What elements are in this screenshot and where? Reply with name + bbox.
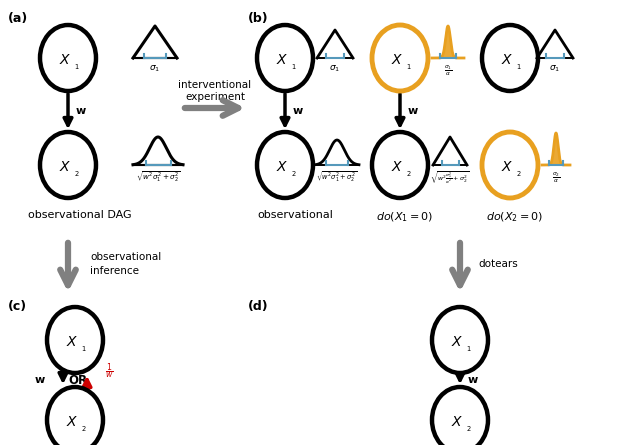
Text: $X$: $X$ [391,53,403,67]
Ellipse shape [482,25,538,91]
Text: $_2$: $_2$ [74,169,80,179]
Text: w: w [76,106,86,117]
Ellipse shape [47,387,103,445]
Text: (c): (c) [8,300,27,313]
Ellipse shape [372,132,428,198]
Text: $X$: $X$ [501,160,513,174]
Polygon shape [432,26,464,58]
Text: $\frac{\sigma_1}{\alpha}$: $\frac{\sigma_1}{\alpha}$ [444,63,452,78]
Text: $X$: $X$ [276,53,288,67]
Text: observational DAG: observational DAG [28,210,132,220]
Ellipse shape [432,307,488,373]
Text: (d): (d) [248,300,269,313]
Text: $\sigma_1$: $\sigma_1$ [330,63,340,73]
Text: $_1$: $_1$ [74,62,80,72]
Text: $_2$: $_2$ [516,169,522,179]
Text: $do(X_1=0)$: $do(X_1=0)$ [376,210,434,223]
Text: $\sigma_1$: $\sigma_1$ [149,63,161,73]
Ellipse shape [432,387,488,445]
Text: $X$: $X$ [59,53,71,67]
Text: $_1$: $_1$ [291,62,297,72]
Text: inference: inference [90,266,139,276]
Text: $_1$: $_1$ [466,344,472,354]
Text: experiment: experiment [185,92,245,102]
Text: $X$: $X$ [59,160,71,174]
Text: $_1$: $_1$ [406,62,412,72]
Ellipse shape [372,25,428,91]
Text: dotears: dotears [478,259,518,269]
Text: $X$: $X$ [451,335,463,349]
Text: w: w [293,106,303,117]
Text: (a): (a) [8,12,28,25]
Text: $\frac{1}{w}$: $\frac{1}{w}$ [105,362,113,382]
Ellipse shape [257,132,313,198]
Ellipse shape [47,307,103,373]
Text: observational: observational [257,210,333,220]
Text: OR: OR [68,373,88,387]
Text: interventional: interventional [179,80,252,90]
Text: $X$: $X$ [66,335,78,349]
Text: $do(X_2=0)$: $do(X_2=0)$ [486,210,543,223]
Ellipse shape [257,25,313,91]
Text: w: w [35,375,45,385]
Ellipse shape [40,25,96,91]
Text: $_1$: $_1$ [81,344,87,354]
Text: w: w [468,375,478,385]
Text: $_2$: $_2$ [406,169,412,179]
Text: $_2$: $_2$ [466,424,472,434]
Text: $X$: $X$ [501,53,513,67]
Text: $_1$: $_1$ [516,62,522,72]
Text: $_2$: $_2$ [291,169,297,179]
Text: observational: observational [90,252,161,262]
Text: w: w [408,106,419,117]
Text: (b): (b) [248,12,269,25]
Text: $X$: $X$ [66,415,78,429]
Text: $X$: $X$ [451,415,463,429]
Text: $X$: $X$ [276,160,288,174]
Ellipse shape [40,132,96,198]
Text: $\sqrt{w^2\sigma_1^2+\sigma_2^2}$: $\sqrt{w^2\sigma_1^2+\sigma_2^2}$ [316,170,358,185]
Text: $\sqrt{w^2\sigma_1^2+\sigma_2^2}$: $\sqrt{w^2\sigma_1^2+\sigma_2^2}$ [136,170,180,185]
Ellipse shape [482,132,538,198]
Text: $\sqrt{w^2\frac{\sigma_1^2}{\alpha^2}+\sigma_2^2}$: $\sqrt{w^2\frac{\sigma_1^2}{\alpha^2}+\s… [431,170,470,186]
Text: $_2$: $_2$ [81,424,87,434]
Text: $\frac{\sigma_2}{\alpha}$: $\frac{\sigma_2}{\alpha}$ [552,170,560,185]
Text: $X$: $X$ [391,160,403,174]
Polygon shape [542,133,570,165]
Text: $\sigma_1$: $\sigma_1$ [549,63,561,73]
